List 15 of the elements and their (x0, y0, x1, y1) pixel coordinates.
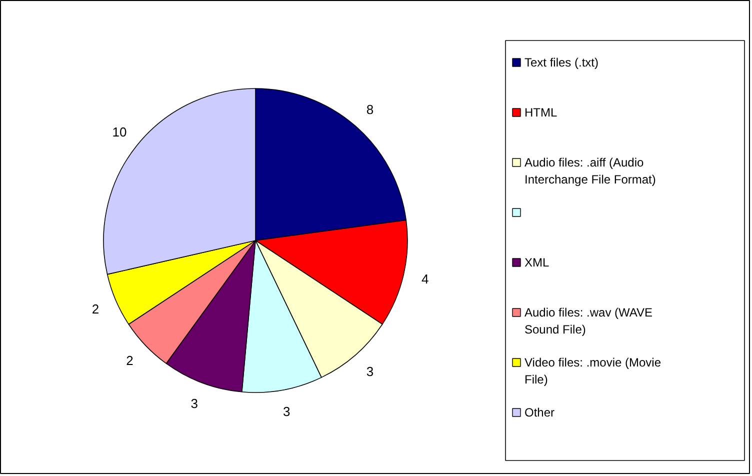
legend-label: Audio files: .wav (WAVE Sound File) (524, 306, 653, 336)
data-label: 10 (112, 124, 127, 140)
data-label: 4 (422, 272, 429, 287)
legend-label: Other (524, 406, 555, 420)
data-label: 8 (366, 102, 374, 117)
legend-label: Audio files: .aiff (Audio Interchange File Format) (524, 156, 656, 186)
legend-label: Video files: .movie (Movie File) (524, 356, 662, 386)
data-label: 3 (190, 396, 198, 411)
data-label: 2 (92, 301, 100, 316)
legend-label: Text files (.txt) (524, 56, 599, 70)
legend-label: HTML (524, 106, 558, 120)
legend-label: XML (524, 256, 550, 270)
data-label: 3 (366, 364, 374, 380)
data-label: 3 (282, 404, 290, 420)
data-label: 2 (126, 353, 134, 368)
